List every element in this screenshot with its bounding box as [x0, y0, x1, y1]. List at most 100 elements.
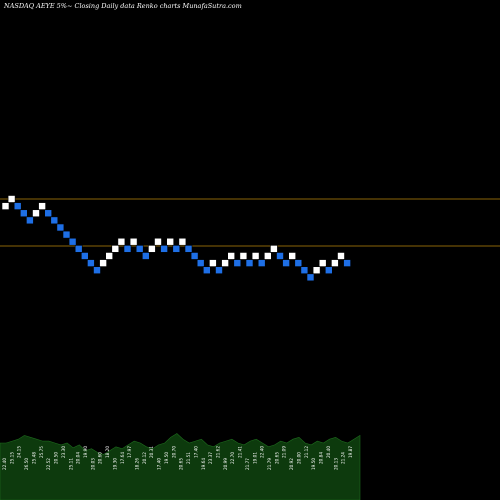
volume-label-4: 26.50 [24, 458, 29, 470]
volume-label-32: 22.70 [230, 452, 235, 464]
renko-brick-20 [117, 237, 126, 246]
renko-brick-49 [294, 259, 303, 267]
volume-label-34: 21.77 [245, 458, 250, 470]
volume-label-21: 20.31 [149, 446, 154, 458]
volume-label-48: 19.87 [348, 446, 353, 458]
renko-brick-16 [93, 266, 101, 275]
renko-brick-10 [56, 223, 65, 232]
renko-brick-52 [312, 266, 321, 275]
volume-label-33: 21.41 [238, 446, 243, 458]
renko-brick-3 [13, 202, 22, 210]
volume-label-11: 20.04 [76, 452, 81, 464]
renko-brick-34 [203, 266, 211, 275]
renko-brick-18 [105, 252, 113, 260]
renko-brick-55 [331, 259, 339, 267]
renko-brick-32 [190, 252, 199, 260]
renko-brick-19 [111, 245, 120, 253]
renko-brick-2 [7, 195, 16, 203]
volume-label-40: 20.92 [289, 458, 294, 470]
volume-label-47: 21.24 [341, 452, 346, 464]
renko-brick-50 [300, 266, 309, 275]
volume-label-6: 25.75 [39, 446, 44, 458]
renko-bricks [1, 195, 351, 282]
volume-label-28: 19.64 [201, 458, 206, 470]
volume-label-46: 20.13 [333, 458, 338, 470]
renko-brick-44 [263, 252, 272, 260]
volume-label-31: 20.99 [223, 458, 228, 470]
volume-label-26: 21.51 [186, 452, 191, 464]
volume-label-1: 22.40 [2, 458, 7, 470]
renko-brick-31 [184, 245, 193, 253]
renko-brick-28 [166, 237, 174, 246]
renko-brick-47 [282, 259, 290, 267]
renko-brick-6 [32, 209, 40, 218]
volume-label-12: 19.90 [83, 446, 88, 458]
volume-label-13: 20.03 [90, 458, 95, 470]
volume-label-19: 18.26 [135, 458, 140, 470]
volume-label-14: 20.60 [98, 452, 103, 464]
volume-label-42: 21.12 [304, 446, 309, 458]
renko-brick-21 [123, 245, 132, 253]
volume-area-path [0, 433, 361, 500]
renko-brick-29 [172, 245, 181, 253]
volume-label-5: 25.48 [31, 452, 36, 464]
renko-brick-45 [270, 245, 278, 253]
renko-brick-1 [1, 202, 10, 210]
renko-brick-14 [81, 252, 89, 260]
renko-brick-24 [142, 252, 150, 260]
renko-brick-4 [19, 209, 28, 218]
volume-label-45: 20.40 [326, 446, 331, 458]
renko-brick-5 [26, 216, 34, 225]
volume-label-22: 17.40 [157, 458, 162, 470]
renko-brick-41 [245, 259, 254, 267]
volume-label-37: 21.79 [267, 458, 272, 470]
volume-label-7: 22.52 [46, 458, 51, 470]
renko-brick-9 [50, 216, 59, 225]
volume-label-27: 17.40 [193, 446, 198, 458]
volume-label-41: 20.00 [296, 452, 301, 464]
renko-brick-48 [288, 252, 297, 260]
renko-brick-23 [135, 245, 144, 253]
renko-brick-30 [178, 237, 187, 246]
renko-brick-39 [233, 259, 242, 267]
renko-brick-36 [215, 266, 223, 275]
volume-label-3: 24.15 [17, 446, 22, 458]
renko-brick-33 [196, 259, 205, 267]
volume-label-36: 22.40 [260, 446, 265, 458]
volume-label-17: 17.64 [120, 452, 125, 464]
renko-brick-22 [129, 237, 138, 246]
volume-label-24: 20.70 [171, 446, 176, 458]
volume-label-16: 19.30 [112, 458, 117, 470]
renko-brick-12 [68, 237, 77, 246]
volume-label-44: 20.84 [319, 452, 324, 464]
renko-brick-57 [343, 259, 351, 267]
renko-brick-38 [227, 252, 235, 260]
volume-area [0, 433, 361, 500]
volume-label-23: 19.50 [164, 452, 169, 464]
volume-label-43: 19.50 [311, 458, 316, 470]
renko-brick-42 [251, 252, 260, 260]
renko-brick-35 [209, 259, 217, 267]
volume-label-15: 18.20 [105, 446, 110, 458]
renko-brick-40 [239, 252, 248, 260]
renko-brick-26 [154, 237, 162, 246]
renko-brick-25 [148, 245, 156, 253]
renko-brick-53 [318, 259, 327, 267]
volume-label-29: 23.37 [208, 452, 213, 464]
volume-label-30: 21.62 [215, 446, 220, 458]
volume-label-35: 19.01 [252, 452, 257, 464]
volume-label-18: 17.97 [127, 446, 132, 458]
volume-label-25: 20.65 [179, 458, 184, 470]
volume-label-8: 20.50 [54, 452, 59, 464]
renko-brick-8 [44, 209, 53, 218]
renko-brick-17 [99, 259, 107, 267]
renko-brick-43 [257, 259, 266, 267]
renko-brick-56 [337, 252, 345, 260]
renko-brick-46 [276, 252, 284, 260]
chart-title: NASDAQ AEYE 5%~ Closing Daily data Renko… [3, 2, 242, 10]
volume-label-20: 20.12 [142, 452, 147, 464]
renko-brick-51 [306, 273, 315, 282]
volume-label-10: 25.11 [68, 458, 73, 470]
